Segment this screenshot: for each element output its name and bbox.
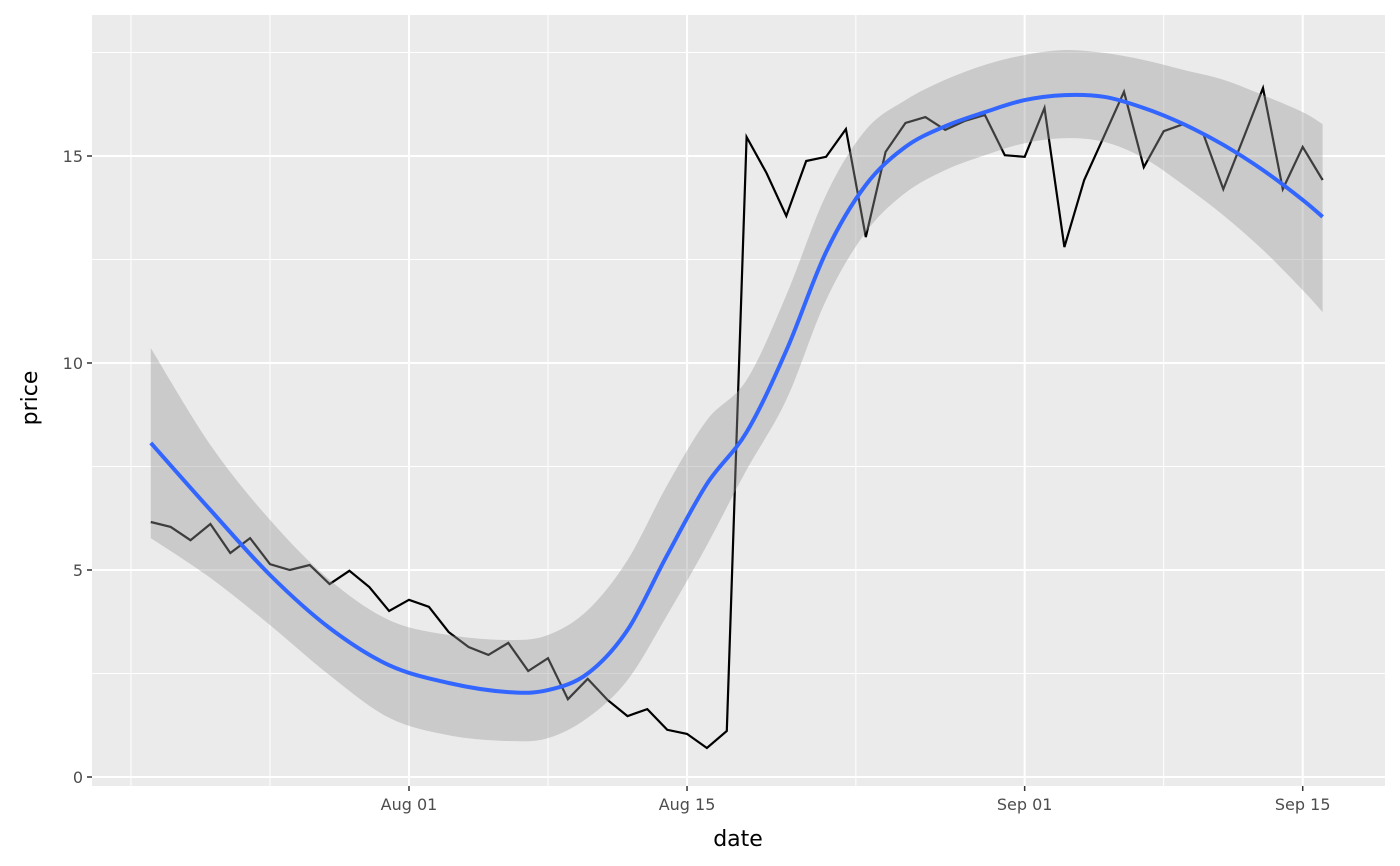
confidence-band xyxy=(150,49,1323,742)
x-tick-label: Sep 01 xyxy=(997,795,1053,814)
x-axis-title: date xyxy=(713,827,763,852)
x-tick-label: Sep 15 xyxy=(1275,795,1331,814)
y-tick-label: 5 xyxy=(73,561,83,580)
y-tick-label: 15 xyxy=(63,147,83,166)
x-tick-label: Aug 01 xyxy=(381,795,438,814)
smooth-line xyxy=(149,92,1324,695)
y-axis: 0 5 10 15 xyxy=(63,147,92,787)
y-axis-title: price xyxy=(18,371,43,426)
x-axis: Aug 01 Aug 15 Sep 01 Sep 15 xyxy=(381,786,1331,814)
y-tick-label: 10 xyxy=(63,354,83,373)
x-tick-label: Aug 15 xyxy=(659,795,716,814)
y-tick-label: 0 xyxy=(73,768,83,787)
grid-minor xyxy=(92,15,1385,786)
grid-major xyxy=(92,15,1385,786)
